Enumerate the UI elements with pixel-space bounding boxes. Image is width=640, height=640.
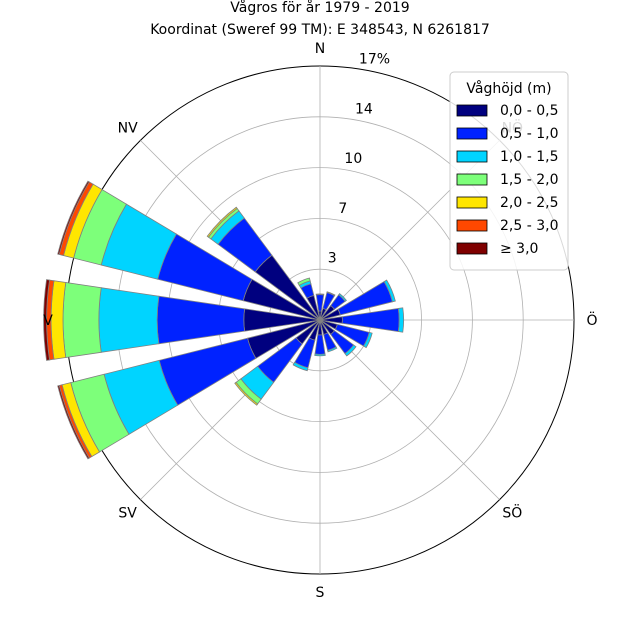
- direction-label: Ö: [586, 311, 597, 329]
- sector-14-bin-4: [206, 206, 238, 238]
- legend-label: ≥ 3,0: [500, 241, 538, 257]
- sector-1-bin-2: [326, 291, 336, 297]
- legend-swatch: [456, 196, 488, 209]
- legend-label: 1,0 - 1,5: [500, 149, 558, 165]
- sector-4-bin-2: [397, 307, 405, 333]
- legend-swatch: [456, 127, 488, 140]
- radial-tick-label: 14: [355, 101, 373, 117]
- radial-tick-label: 3: [328, 250, 337, 266]
- radial-tick-label: 17%: [359, 52, 390, 68]
- direction-label: SÖ: [502, 503, 522, 521]
- sector-12-bin-3: [62, 282, 102, 358]
- sector-3-bin-2: [383, 279, 396, 303]
- legend-label: 0,0 - 0,5: [500, 103, 558, 119]
- legend-label: 2,5 - 3,0: [500, 218, 558, 234]
- sector-0-bin-2: [315, 293, 325, 296]
- sector-12-bin-6: [43, 279, 50, 361]
- sector-8-bin-1: [314, 334, 326, 355]
- sector-13-bin-6: [57, 180, 90, 255]
- sector-3-bin-1: [337, 281, 393, 316]
- sector-9-bin-2: [292, 361, 309, 372]
- chart-subtitle: Koordinat (Sweref 99 TM): E 348543, N 62…: [150, 22, 490, 38]
- rose-sectors: [43, 180, 405, 460]
- sector-12-bin-0: [243, 308, 321, 332]
- direction-label: V: [43, 313, 53, 329]
- radial-tick-labels: 3 7 10 14 17%: [328, 52, 390, 267]
- sector-6-bin-2: [344, 344, 357, 357]
- legend-label: 1,5 - 2,0: [500, 172, 558, 188]
- legend-swatch: [456, 150, 488, 163]
- sector-11-bin-1: [158, 337, 257, 406]
- sector-8-bin-2: [314, 353, 326, 357]
- direction-label: S: [316, 585, 325, 601]
- legend-label: 2,0 - 2,5: [500, 195, 558, 211]
- direction-label: N: [315, 41, 325, 57]
- sector-5-bin-2: [363, 331, 373, 349]
- sector-10-bin-4: [234, 381, 259, 406]
- chart-title: Vågros för år 1979 - 2019: [230, 0, 409, 16]
- legend-swatch: [456, 173, 488, 186]
- sector-12-bin-1: [156, 295, 246, 345]
- legend-label: 0,5 - 1,0: [500, 126, 558, 142]
- sector-11-bin-6: [57, 385, 90, 460]
- legend: Våghöjd (m) 0,0 - 0,5 0,5 - 1,0 1,0 - 1,5 1…: [449, 71, 569, 271]
- sector-2-bin-2: [338, 293, 347, 302]
- radial-tick-label: 7: [338, 201, 347, 217]
- legend-swatch: [456, 242, 488, 255]
- direction-label: SV: [118, 505, 137, 521]
- legend-title: Våghöjd (m): [466, 80, 551, 97]
- legend-swatch: [456, 104, 488, 117]
- direction-label: NV: [118, 121, 138, 137]
- sector-7-bin-2: [327, 346, 338, 353]
- sector-12-bin-2: [98, 287, 160, 353]
- legend-swatch: [456, 219, 488, 232]
- radial-tick-label: 10: [344, 151, 362, 167]
- sector-15-bin-3: [297, 277, 311, 286]
